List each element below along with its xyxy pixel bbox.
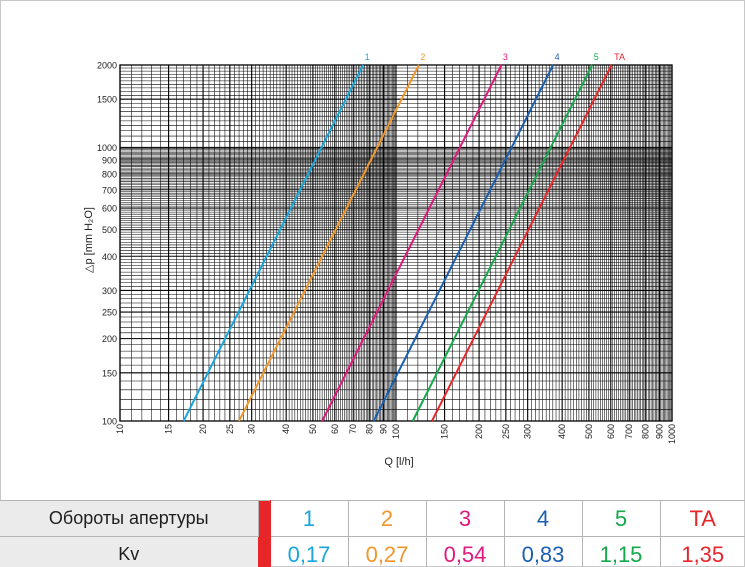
turns-row: Обороты апертуры 1 2 3 4 5 TA bbox=[0, 500, 745, 567]
series-label-3: 3 bbox=[503, 52, 508, 62]
red-divider bbox=[257, 500, 271, 567]
series-line-ta bbox=[431, 64, 613, 422]
turn-cell-4: 4 bbox=[503, 500, 583, 537]
y-tick-label: 900 bbox=[102, 155, 117, 165]
turn-cell-2: 2 bbox=[347, 500, 427, 537]
y-tick-label: 500 bbox=[102, 225, 117, 235]
x-tick-label: 25 bbox=[225, 424, 235, 434]
kv-cell-ta: 1,35 bbox=[659, 536, 745, 567]
turn-cell-3: 3 bbox=[425, 500, 505, 537]
y-tick-label: 250 bbox=[102, 308, 117, 318]
x-tick-label: 800 bbox=[640, 424, 650, 439]
kv-table: Обороты апертуры 1 2 3 4 5 TA Kv 0,17 0,… bbox=[0, 500, 745, 567]
y-tick-label: 150 bbox=[102, 368, 117, 378]
y-tick-label: 2000 bbox=[97, 61, 117, 71]
x-tick-label: 500 bbox=[584, 424, 594, 439]
series-label-ta: TA bbox=[614, 52, 625, 62]
x-tick-label: 40 bbox=[281, 424, 291, 434]
y-tick-label: 800 bbox=[102, 169, 117, 179]
x-tick-label: 30 bbox=[247, 424, 257, 434]
x-tick-label: 80 bbox=[364, 424, 374, 434]
x-tick-label: 90 bbox=[378, 424, 388, 434]
x-tick-labels: 10 15 20 25 30 40 50 60 70 80 90 100 150 200 250 300 400… bbox=[115, 424, 677, 444]
y-tick-labels: 100 150 200 250 300 400 500 600 700 800 900 1000 150… bbox=[97, 61, 117, 427]
pressure-drop-chart: 1 2 3 4 5 TA 100 150 200 250 300 400 500 600 700 800 90… bbox=[83, 52, 677, 468]
turns-row-label: Обороты апертуры bbox=[0, 500, 259, 537]
x-tick-label: 400 bbox=[557, 424, 567, 439]
x-tick-label: 700 bbox=[624, 424, 634, 439]
series-label-4: 4 bbox=[555, 52, 560, 62]
x-tick-label: 50 bbox=[308, 424, 318, 434]
x-tick-label: 15 bbox=[164, 424, 174, 434]
x-tick-label: 300 bbox=[523, 424, 533, 439]
series-line-1 bbox=[182, 64, 364, 422]
y-tick-label: 100 bbox=[102, 417, 117, 427]
kv-cell-5: 1,15 bbox=[581, 536, 661, 567]
kv-cell-3: 0,54 bbox=[425, 536, 505, 567]
series-line-3 bbox=[321, 64, 503, 422]
kv-row-label: Kv bbox=[0, 536, 259, 567]
x-tick-label: 70 bbox=[348, 424, 358, 434]
kv-cell-2: 0,27 bbox=[347, 536, 427, 567]
kv-cell-1: 0,17 bbox=[269, 536, 349, 567]
turn-cell-1: 1 bbox=[269, 500, 349, 537]
y-tick-label: 400 bbox=[102, 252, 117, 262]
x-tick-label: 900 bbox=[654, 424, 664, 439]
series-label-2: 2 bbox=[420, 52, 425, 62]
x-tick-label: 600 bbox=[606, 424, 616, 439]
x-tick-label: 60 bbox=[330, 424, 340, 434]
y-tick-label: 700 bbox=[102, 185, 117, 195]
y-tick-label: 300 bbox=[102, 286, 117, 296]
x-axis-label: Q [l/h] bbox=[384, 456, 413, 468]
y-tick-label: 200 bbox=[102, 334, 117, 344]
kv-cell-4: 0,83 bbox=[503, 536, 583, 567]
series-layer: 1 2 3 4 5 TA bbox=[182, 52, 625, 422]
x-tick-label: 20 bbox=[198, 424, 208, 434]
x-tick-label: 100 bbox=[391, 424, 401, 439]
series-label-5: 5 bbox=[594, 52, 599, 62]
plot-border bbox=[119, 64, 673, 422]
y-tick-label: 600 bbox=[102, 204, 117, 214]
x-tick-label: 1000 bbox=[667, 424, 677, 444]
series-label-1: 1 bbox=[365, 52, 370, 62]
y-tick-label: 1500 bbox=[97, 95, 117, 105]
x-tick-label: 10 bbox=[115, 424, 125, 434]
y-tick-label: 1000 bbox=[97, 143, 117, 153]
series-line-4 bbox=[372, 64, 555, 422]
x-tick-label: 200 bbox=[474, 424, 484, 439]
series-line-2 bbox=[238, 64, 420, 422]
kv-row: Kv 0,17 0,27 0,54 0,83 1,15 1,35 bbox=[0, 536, 745, 567]
x-tick-label: 250 bbox=[501, 424, 511, 439]
turn-cell-ta: TA bbox=[659, 500, 745, 537]
series-line-5 bbox=[411, 64, 594, 422]
x-tick-label: 150 bbox=[440, 424, 450, 439]
turn-cell-5: 5 bbox=[581, 500, 661, 537]
grid-major bbox=[119, 64, 673, 422]
y-axis-label: △p [mm H₂O] bbox=[83, 207, 95, 273]
